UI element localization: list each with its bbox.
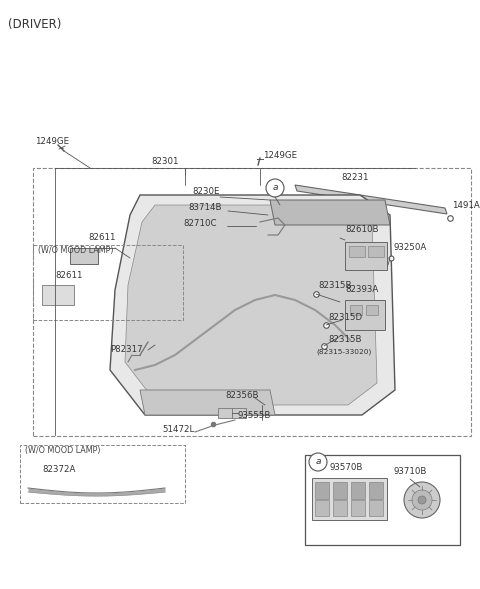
Text: 82315B: 82315B [328, 336, 361, 345]
Bar [345, 300, 385, 330]
Bar [333, 500, 347, 516]
Text: 93710B: 93710B [393, 468, 426, 477]
Bar [369, 482, 383, 499]
Polygon shape [140, 390, 275, 415]
Text: 93570B: 93570B [330, 464, 363, 472]
Text: 82372A: 82372A [42, 465, 75, 475]
Text: 1249GE: 1249GE [263, 151, 297, 160]
Bar [350, 305, 362, 315]
Text: 82611: 82611 [88, 233, 116, 243]
Text: (W/O MOOD LAMP): (W/O MOOD LAMP) [25, 445, 100, 455]
Polygon shape [295, 185, 447, 214]
Bar [368, 246, 384, 257]
Bar [315, 482, 329, 499]
Bar [315, 500, 329, 516]
Bar [351, 482, 365, 499]
Text: 1491AD: 1491AD [452, 200, 480, 210]
Bar [312, 478, 387, 520]
Polygon shape [110, 195, 395, 415]
Polygon shape [125, 205, 377, 405]
Text: 82301: 82301 [151, 157, 179, 167]
Circle shape [309, 453, 327, 471]
Circle shape [404, 482, 440, 518]
Circle shape [418, 496, 426, 504]
Bar [351, 500, 365, 516]
Text: 82611: 82611 [55, 270, 83, 280]
Text: 82356B: 82356B [225, 391, 259, 399]
Text: (82315-33020): (82315-33020) [316, 349, 372, 355]
Text: 82315D: 82315D [328, 313, 362, 323]
Text: 8230E: 8230E [192, 187, 219, 197]
Bar [369, 500, 383, 516]
Text: 93555B: 93555B [238, 411, 271, 419]
Text: 1249GE: 1249GE [35, 137, 69, 147]
Text: 83714B: 83714B [188, 204, 221, 213]
Circle shape [412, 490, 432, 510]
Bar [70, 248, 98, 264]
Text: 82231: 82231 [341, 174, 369, 183]
Text: 82393A: 82393A [345, 286, 378, 294]
Text: (W/O MOOD LAMP): (W/O MOOD LAMP) [38, 246, 113, 254]
Text: (DRIVER): (DRIVER) [8, 18, 61, 31]
Bar [20, 445, 185, 503]
Text: 82315B: 82315B [318, 280, 351, 290]
Bar [349, 246, 365, 257]
Text: P82317: P82317 [110, 346, 143, 355]
Bar [366, 305, 378, 315]
Bar [345, 242, 387, 270]
Polygon shape [270, 200, 390, 225]
Text: 51472L: 51472L [162, 425, 194, 435]
Text: 82710C: 82710C [183, 220, 216, 229]
Bar [33, 168, 471, 436]
Circle shape [266, 179, 284, 197]
Text: a: a [272, 184, 278, 193]
Bar [305, 455, 460, 545]
Text: a: a [315, 458, 321, 466]
Bar [333, 482, 347, 499]
Bar [232, 408, 246, 418]
Bar [33, 245, 183, 320]
Bar [218, 408, 232, 418]
Text: 82610B: 82610B [345, 226, 379, 234]
Bar [42, 285, 74, 305]
Text: 93250A: 93250A [393, 243, 426, 253]
